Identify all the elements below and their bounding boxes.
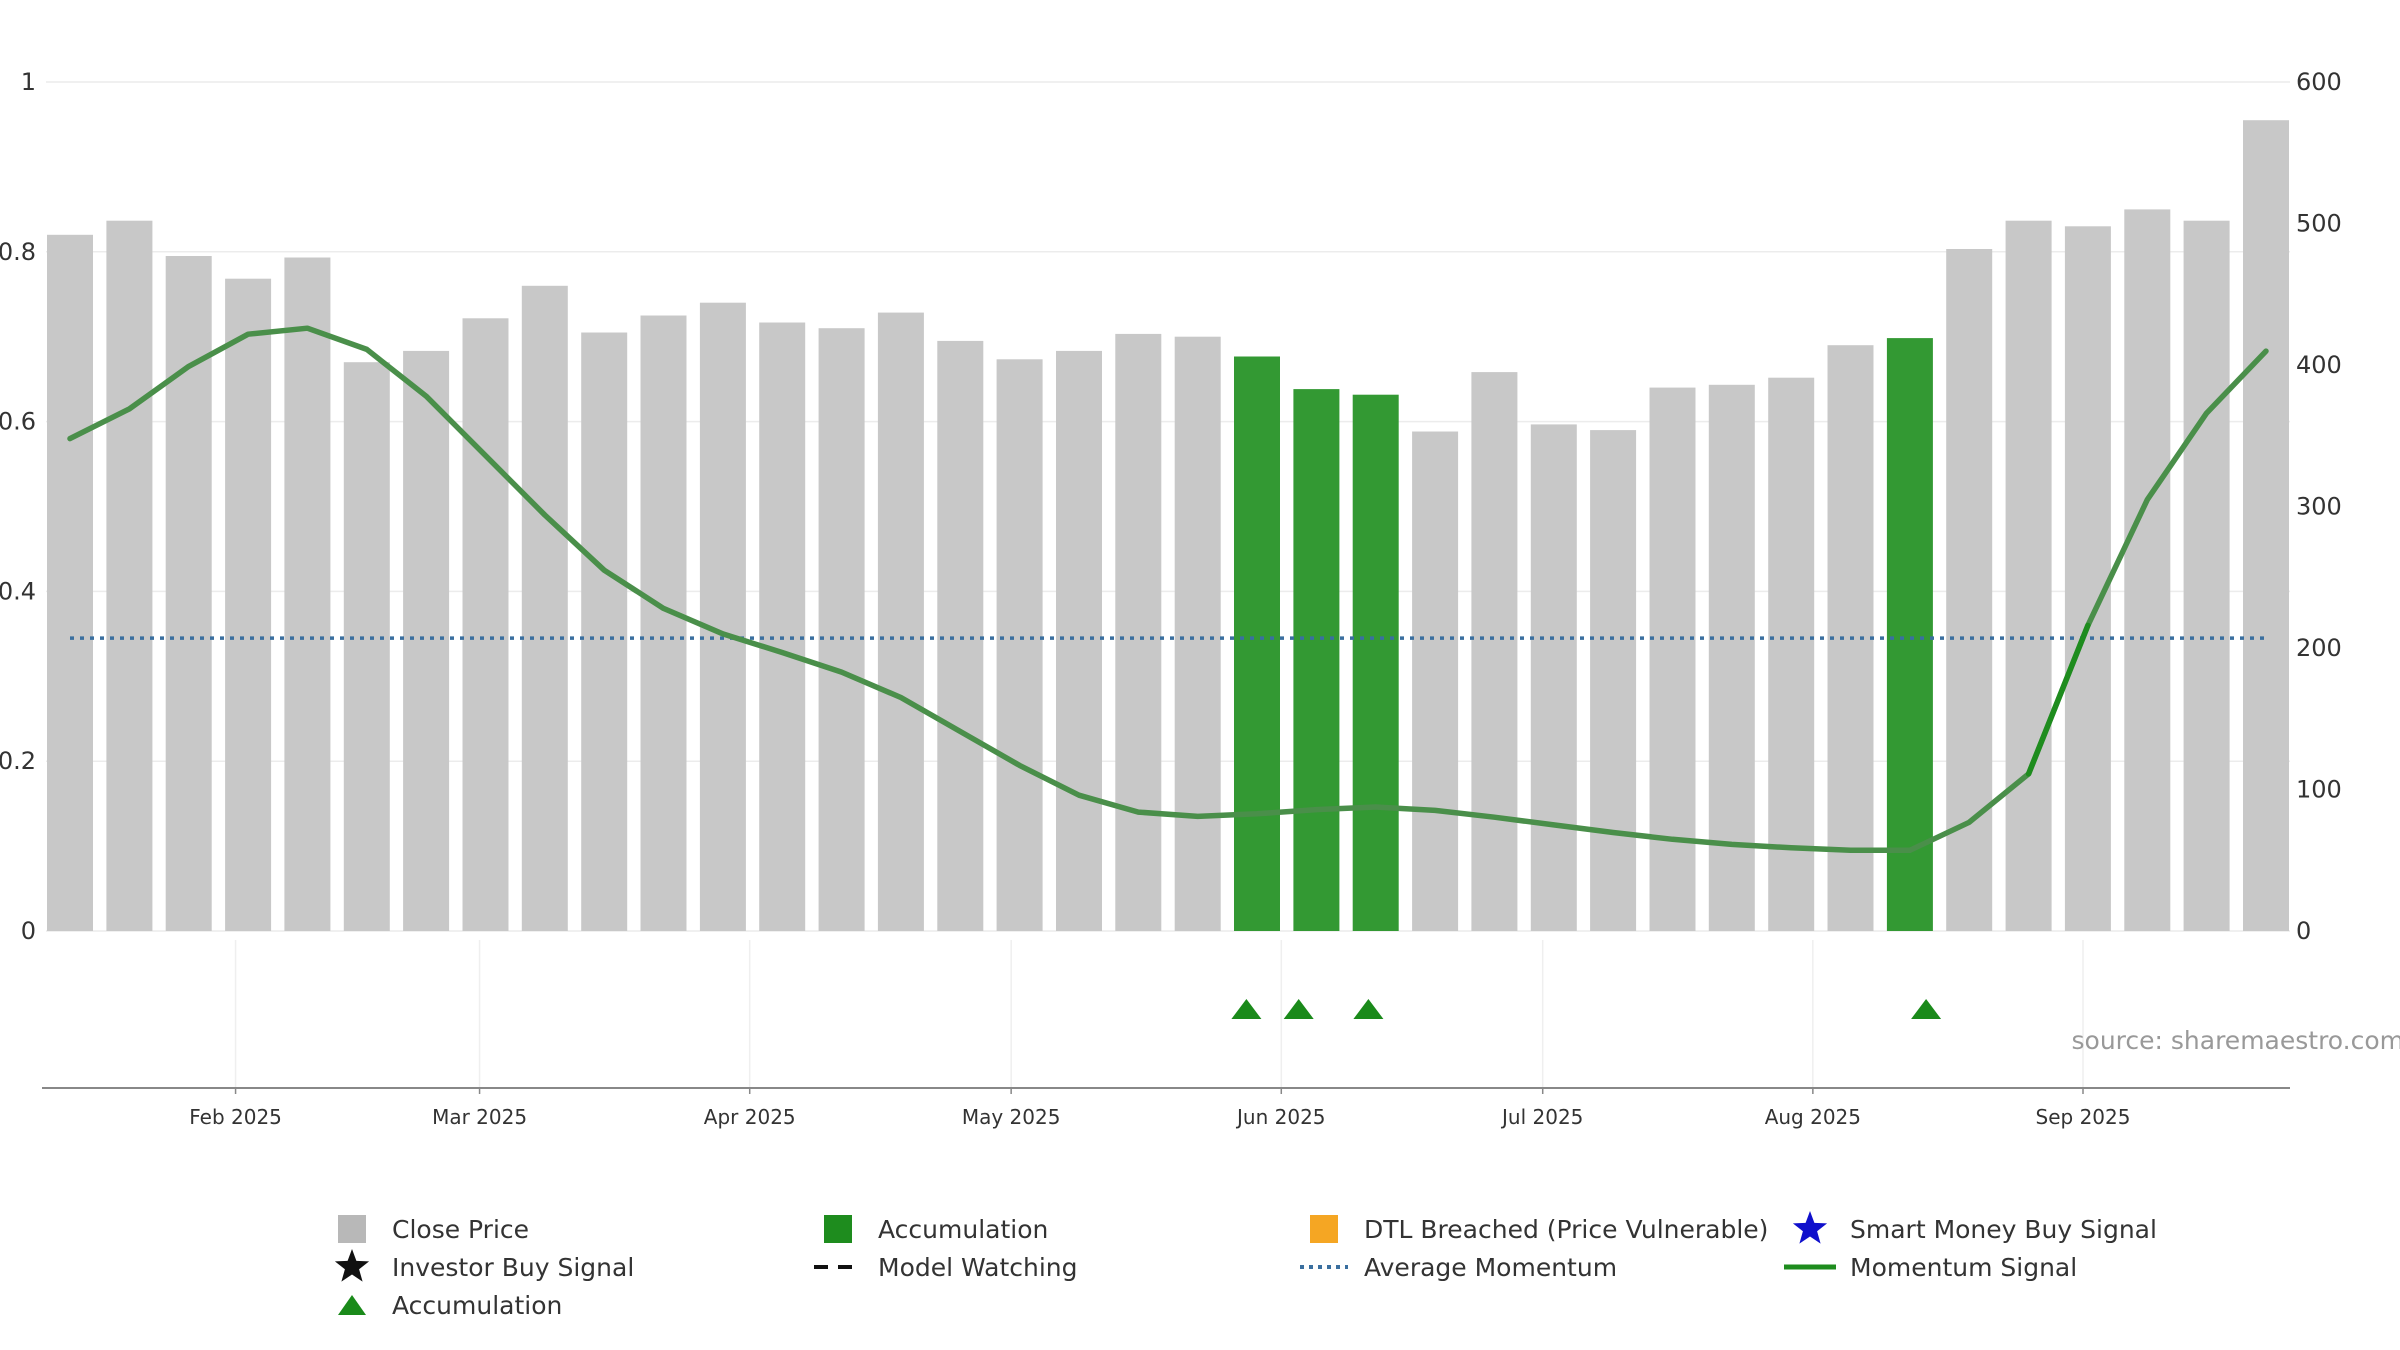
close-price-bar [1708,384,1755,931]
close-price-bar [2064,226,2111,932]
accumulation-bar [1293,389,1340,932]
square-swatch-icon [326,1210,378,1248]
y-right-tick-label: 400 [2296,351,2342,379]
x-tick-label: Feb 2025 [189,1105,282,1129]
legend-label: Average Momentum [1364,1252,1618,1282]
chart-legend: Close Price Accumulation DTL Breached (Pri… [326,1210,2226,1330]
close-price-bar [403,350,450,931]
close-price-bar [1768,377,1815,931]
close-price-bar [699,302,746,931]
close-price-bar [521,285,568,931]
y-left-tick-label: 0.2 [0,747,36,775]
legend-label: DTL Breached (Price Vulnerable) [1364,1214,1769,1244]
triangle-swatch-icon [326,1286,378,1324]
legend-item: Accumulation [326,1286,562,1324]
y-right-tick-label: 100 [2296,776,2342,804]
legend-item: DTL Breached (Price Vulnerable) [1298,1210,1768,1248]
y-left-tick-label: 0.8 [0,238,36,266]
accumulation-marker [1353,999,1384,1019]
close-price-bar [1946,249,1993,931]
y-left-tick-label: 0 [21,917,36,945]
dashed-line-swatch-icon [812,1248,864,1286]
square-swatch-icon [812,1210,864,1248]
accumulation-bar [1234,356,1280,931]
accumulation-bar [1886,338,1933,932]
legend-item: Momentum Signal [1784,1248,2077,1286]
x-tick-label: Jun 2025 [1235,1105,1326,1129]
close-price-bar [2005,220,2052,931]
x-tick-label: Sep 2025 [2036,1105,2131,1129]
close-price-bar [1056,350,1102,931]
close-price-bar [818,328,865,931]
close-price-bar [2243,120,2289,931]
close-price-bar [462,318,509,931]
close-price-bar [47,234,93,932]
legend-label: Smart Money Buy Signal [1850,1214,2157,1244]
accumulation-bar [1352,394,1399,931]
y-right-tick-label: 0 [2296,917,2311,945]
close-price-bar [343,362,390,931]
y-right-tick-label: 500 [2296,210,2342,238]
close-price-bar [1590,430,1637,931]
close-price-bar [1174,336,1221,931]
y-right-tick-label: 300 [2296,493,2342,521]
close-price-bar [2183,220,2230,931]
legend-item: Smart Money Buy Signal [1784,1210,2157,1248]
legend-label: Accumulation [878,1214,1049,1244]
close-price-bar [284,257,331,931]
momentum-signal-line [67,325,2269,854]
y-left-tick-label: 0.4 [0,577,36,605]
legend-label: Model Watching [878,1252,1078,1282]
close-price-bar [1530,424,1577,931]
accumulation-marker [1283,999,1314,1019]
legend-item: Average Momentum [1298,1248,1617,1286]
dotted-line-swatch-icon [1298,1248,1350,1286]
y-right-tick-label: 600 [2296,68,2342,96]
legend-item: Model Watching [812,1248,1078,1286]
close-price-bar [1649,387,1696,932]
close-price-bar [937,340,984,931]
legend-label: Investor Buy Signal [392,1252,635,1282]
close-price-bar [759,322,806,931]
momentum-price-chart: 0 0.2 0.4 0.6 0.8 1 0 100 200 300 400 500 600 source:… [0,68,2400,1129]
legend-item: Close Price [326,1210,529,1248]
y-left-tick-label: 1 [21,68,36,96]
y-left-tick-label: 0.6 [0,408,36,436]
close-price-bar [1412,431,1459,931]
x-tick-label: Jul 2025 [1500,1105,1583,1129]
close-price-bar [225,278,272,931]
star-swatch-icon [326,1248,378,1286]
close-price-bar [640,315,687,931]
momentum-signal-strong-segment [2025,622,2091,777]
legend-item: Accumulation [812,1210,1048,1248]
square-swatch-icon [1298,1210,1350,1248]
legend-item: Investor Buy Signal [326,1248,634,1286]
close-price-bar [996,359,1043,931]
legend-label: Accumulation [392,1290,563,1320]
x-tick-label: Mar 2025 [432,1105,527,1129]
close-price-bar [2124,209,2171,931]
x-tick-label: Apr 2025 [704,1105,796,1129]
close-price-bar [1471,372,1518,932]
close-price-bar [106,220,153,931]
line-swatch-icon [1784,1248,1836,1286]
y-right-tick-label: 200 [2296,634,2342,662]
close-price-bar [1115,333,1162,931]
star-swatch-icon [1784,1210,1836,1248]
x-tick-label: Aug 2025 [1765,1105,1861,1129]
accumulation-marker [1911,999,1942,1019]
x-tick-label: May 2025 [962,1105,1061,1129]
accumulation-marker [1231,999,1262,1019]
legend-label: Momentum Signal [1850,1252,2078,1282]
source-note: source: sharemaestro.com [2072,1026,2400,1055]
close-price-bar [581,332,628,931]
close-price-bar [877,312,924,932]
legend-label: Close Price [392,1214,530,1244]
